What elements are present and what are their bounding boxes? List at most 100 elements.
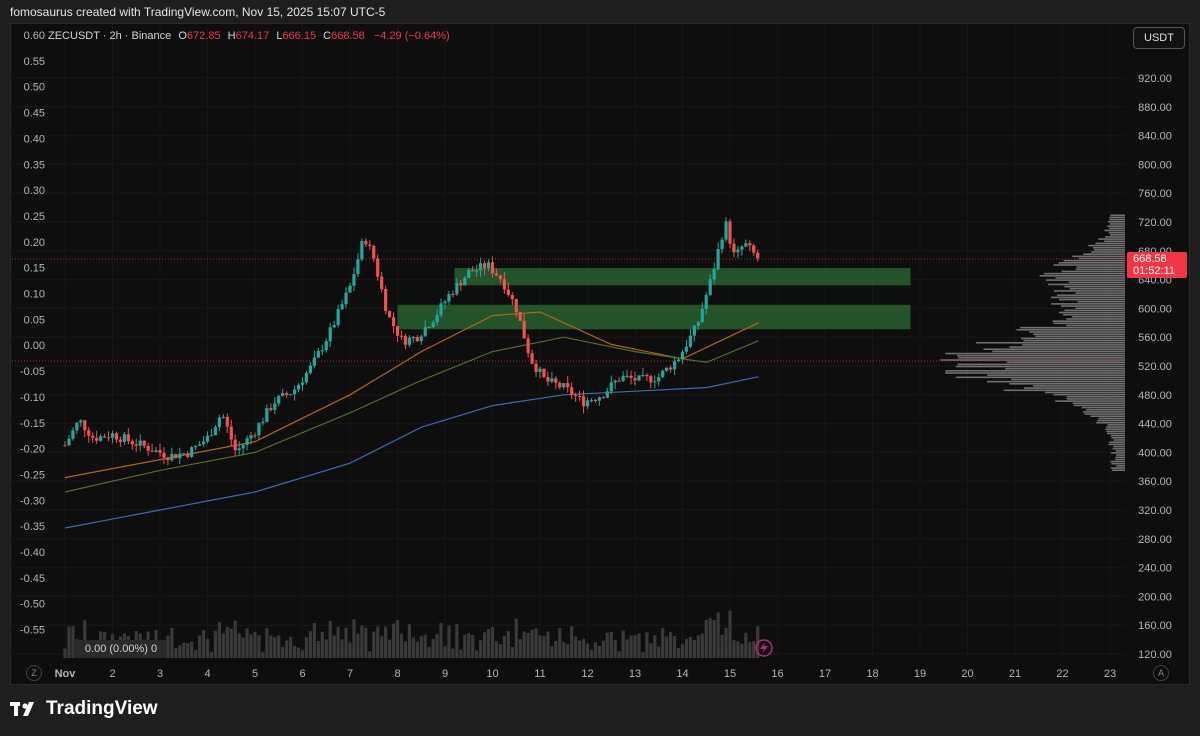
volume-profile-bar <box>1066 398 1125 400</box>
volume-bar <box>364 627 368 658</box>
volume-bar <box>621 630 625 658</box>
volume-profile-bar <box>1035 335 1125 338</box>
volume-bar <box>672 636 677 658</box>
left-axis-tick: -0.30 <box>20 495 45 507</box>
volume-bar <box>83 620 87 658</box>
volume-readout: 0.00 (0.00%) 0 <box>75 640 167 658</box>
candle-body <box>217 417 221 428</box>
volume-bar <box>63 648 67 658</box>
volume-bar <box>324 639 328 658</box>
volume-bar <box>233 620 237 658</box>
volume-bar <box>67 626 71 658</box>
volume-bar <box>273 637 277 658</box>
volume-bar <box>752 641 756 658</box>
right-axis-tick: 520.00 <box>1138 361 1172 373</box>
x-axis-tick: 20 <box>961 668 973 680</box>
candle-body <box>740 246 744 250</box>
volume-bar <box>479 640 483 658</box>
left-axis-tick: -0.20 <box>20 444 45 456</box>
volume-bar <box>550 646 554 658</box>
volume-profile-bar <box>1098 417 1125 420</box>
volume-profile-bar <box>940 359 1125 361</box>
right-axis-tick: 200.00 <box>1138 591 1172 603</box>
volume-profile-bar <box>1021 337 1125 340</box>
candle-body <box>443 301 447 304</box>
volume-bar <box>201 630 206 658</box>
volume-bar <box>736 641 740 658</box>
candle-body <box>87 430 91 436</box>
volume-bar <box>498 644 503 658</box>
candle-body <box>356 259 360 275</box>
candle-body <box>95 437 99 441</box>
volume-bar <box>692 640 696 658</box>
close-value: 668.58 <box>331 30 365 42</box>
candle-body <box>281 393 285 396</box>
volume-bar <box>562 641 566 658</box>
candle-body <box>91 435 95 438</box>
grid <box>12 24 1125 658</box>
volume-profile-bar <box>1077 300 1125 303</box>
candle-body <box>585 400 590 407</box>
candle-body <box>542 368 546 378</box>
candle-body <box>696 322 700 326</box>
volume-bar <box>336 626 340 658</box>
volume-bar <box>380 636 384 658</box>
volume-bar <box>241 637 245 658</box>
volume-profile-bar <box>983 348 1125 351</box>
volume-profile-bar <box>1113 445 1125 448</box>
right-axis-tick: 160.00 <box>1138 620 1172 632</box>
volume-bar <box>352 619 356 658</box>
candle-body <box>380 276 384 290</box>
candle-body <box>712 269 716 280</box>
volume-profile-bar <box>992 350 1125 353</box>
volume-bar <box>570 626 574 658</box>
attribution-header: fomosaurus created with TradingView.com,… <box>10 5 386 19</box>
alert-icon[interactable] <box>755 639 773 657</box>
volume-bar <box>700 633 704 658</box>
volume-bar <box>245 628 249 658</box>
right-axis-tick: 600.00 <box>1138 303 1172 315</box>
candle-body <box>324 341 328 351</box>
volume-bar <box>597 645 601 658</box>
symbol-label[interactable]: ZECUSDT · 2h · Binance <box>48 30 172 42</box>
left-axis-tick: 0.35 <box>24 159 45 171</box>
candle-body <box>320 350 324 352</box>
candle-body <box>344 292 348 305</box>
candle-body <box>118 439 123 442</box>
left-axis-tick: -0.50 <box>20 599 45 611</box>
volume-bar <box>249 634 253 658</box>
candle-body <box>257 423 261 436</box>
auto-scale-right-button[interactable]: A <box>1153 665 1169 681</box>
x-axis-tick: 22 <box>1056 668 1068 680</box>
x-axis: Nov 2 3 4 5 6 7 8 9 10 11 12 13 14 15 16 17 18 19 20 21 22 23 <box>55 668 1117 680</box>
candle-body <box>190 447 194 457</box>
auto-scale-left-button[interactable]: Z <box>26 665 42 681</box>
volume-profile-bar <box>1044 391 1125 394</box>
volume-bar <box>348 642 352 658</box>
candle-body <box>292 389 297 395</box>
volume-bar <box>459 649 463 658</box>
candle-body <box>194 445 198 448</box>
volume-bar <box>486 628 491 658</box>
candle-body <box>530 353 534 364</box>
volume-profile-bar <box>1081 406 1125 409</box>
candle-body <box>704 295 708 309</box>
candle-body <box>154 450 158 452</box>
volume-profile-bar <box>1075 292 1125 294</box>
volume-profile-bar <box>1072 316 1125 318</box>
currency-button[interactable]: USDT <box>1133 27 1185 49</box>
candle-body <box>296 384 301 390</box>
volume-profile-bar <box>1083 253 1125 255</box>
volume-profile-bar <box>1058 262 1125 264</box>
x-axis-tick: 8 <box>394 668 400 680</box>
volume-bar <box>467 633 471 658</box>
volume-bar <box>633 635 637 658</box>
candle-body <box>498 275 503 280</box>
candle-body <box>197 444 202 446</box>
candle-body <box>613 380 617 383</box>
volume-bar <box>320 631 324 658</box>
volume-profile-bar <box>1109 218 1125 221</box>
horizontal-lines <box>12 258 1125 362</box>
candle-body <box>720 239 724 250</box>
